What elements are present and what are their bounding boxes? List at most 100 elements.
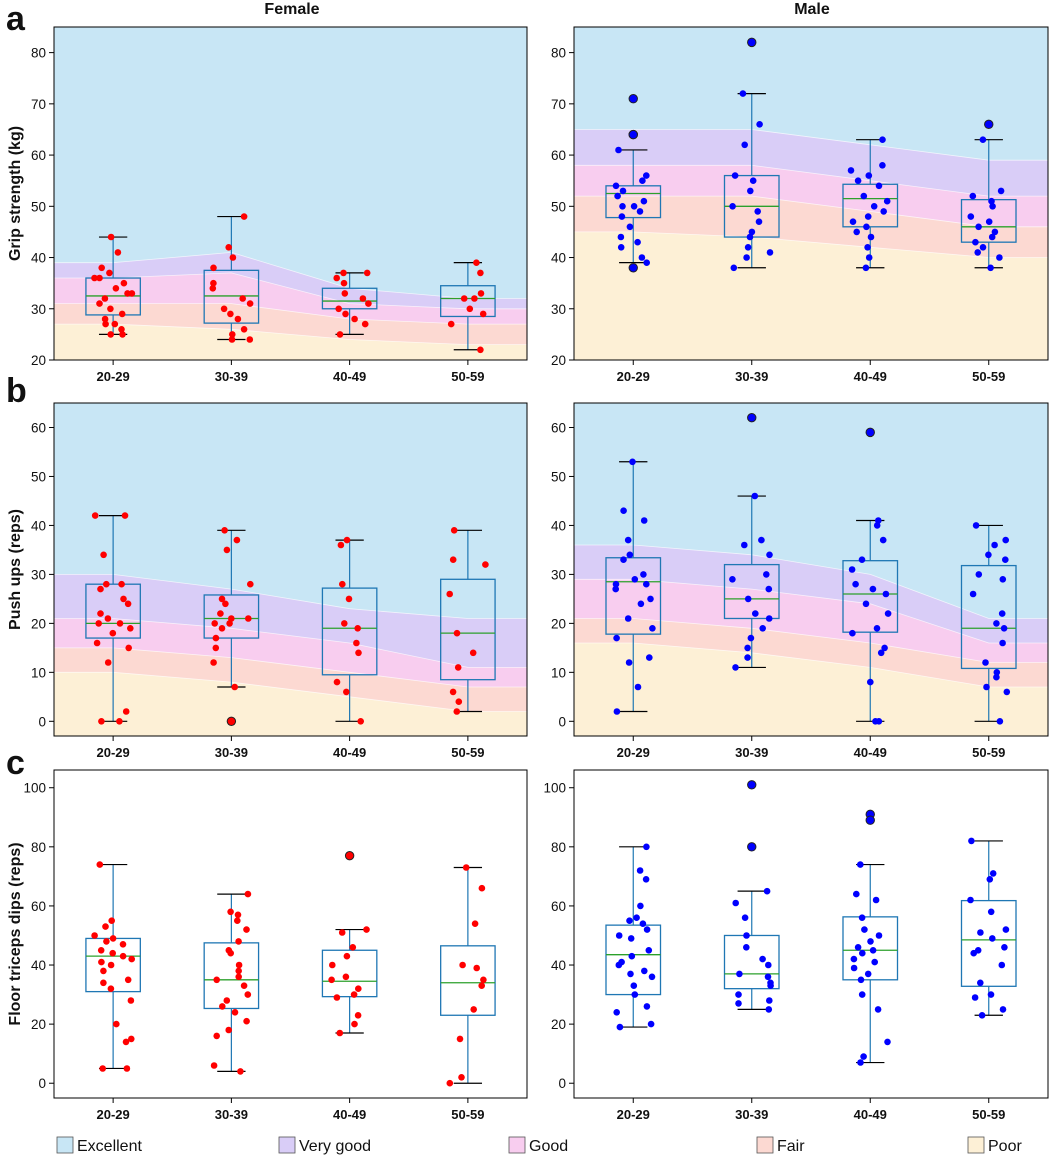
box-40-49 [842, 427, 899, 725]
data-point [624, 536, 632, 544]
data-point [987, 908, 995, 916]
data-point [853, 890, 860, 898]
data-point [240, 213, 248, 220]
data-point [643, 172, 650, 179]
outlier-point [747, 37, 757, 48]
data-point [109, 935, 117, 942]
data-point [615, 961, 623, 969]
data-point [231, 1009, 239, 1016]
data-point [361, 320, 369, 328]
plot-background [574, 770, 1048, 1098]
data-point [969, 590, 977, 598]
data-point [743, 944, 750, 951]
data-point [128, 1035, 135, 1043]
data-point [482, 561, 489, 568]
y-tick-label: 20 [551, 616, 566, 631]
data-point [616, 1023, 624, 1031]
data-point [869, 585, 877, 593]
data-point [617, 233, 625, 241]
data-point [1002, 926, 1010, 933]
box-iqr [321, 949, 378, 998]
data-point [743, 932, 750, 939]
y-tick-label: 50 [551, 199, 566, 214]
data-point [649, 625, 656, 632]
box-40-49 [842, 136, 899, 272]
data-point [743, 254, 750, 261]
outlier-point [747, 780, 757, 790]
box-iqr [842, 183, 899, 228]
data-point [218, 625, 226, 632]
data-point [972, 522, 980, 529]
data-point [857, 976, 865, 984]
data-point [996, 718, 1004, 725]
data-point [223, 546, 231, 554]
data-point [363, 269, 371, 277]
data-point [991, 228, 999, 236]
y-tick-label: 60 [31, 420, 46, 435]
band-edge [574, 129, 1048, 161]
data-point [627, 935, 635, 942]
box-iqr [203, 594, 260, 639]
data-point [111, 320, 119, 328]
legend: Excellent Very good Good Fair Poor [56, 1136, 1022, 1155]
box-20-29 [85, 861, 141, 1072]
box-iqr [440, 285, 496, 318]
panel-label-a: a [6, 0, 26, 38]
data-point [759, 955, 766, 963]
data-point [849, 629, 856, 637]
band-edge [574, 618, 1048, 663]
x-tick-label: 20-29 [617, 745, 650, 760]
data-point [119, 952, 127, 960]
y-axis-label: Grip strength (kg) [7, 126, 24, 261]
data-point [128, 290, 136, 297]
y-tick-label: 50 [31, 469, 46, 484]
data-point [859, 949, 866, 957]
data-point [643, 926, 651, 933]
data-point [340, 269, 347, 277]
data-point [453, 708, 461, 715]
data-point [620, 507, 627, 514]
data-point [646, 654, 653, 661]
data-point [729, 576, 736, 583]
band-poor [54, 672, 527, 736]
x-tick-label: 30-39 [735, 369, 768, 384]
box-iqr [321, 287, 378, 310]
data-point [210, 659, 217, 666]
data-point [979, 244, 987, 251]
data-point [620, 556, 627, 563]
data-point [449, 688, 457, 696]
data-point [227, 310, 234, 318]
data-point [755, 218, 763, 225]
data-point [338, 929, 346, 936]
data-point [614, 192, 621, 200]
y-tick-label: 20 [551, 1017, 566, 1032]
y-tick-label: 30 [551, 302, 566, 317]
data-point [749, 177, 757, 184]
data-point [341, 290, 349, 297]
data-point [766, 997, 773, 1004]
data-point [231, 683, 238, 691]
chart-panel-a-female: 20 30 40 50 60 70 80 20-29 30-39 40-49 50-59 Grip s… [7, 26, 528, 384]
y-tick-label: 80 [31, 840, 46, 855]
data-point [975, 571, 983, 578]
band-edge [574, 642, 1048, 688]
data-point [123, 1065, 131, 1072]
data-point [629, 458, 636, 466]
data-point [645, 947, 653, 954]
data-point [96, 300, 103, 307]
y-tick-label: 40 [31, 251, 46, 266]
legend-swatch [56, 1136, 74, 1154]
box-iqr [203, 942, 260, 1010]
data-point [993, 673, 1000, 681]
axes-frame [53, 769, 528, 1099]
data-point [329, 961, 336, 969]
data-point [233, 536, 241, 544]
data-point [626, 551, 634, 559]
data-point [612, 585, 619, 593]
charts: 20 30 40 50 60 70 80 20-29 30-39 40-49 50-59 Grip s… [7, 26, 1049, 1122]
box-iqr [605, 557, 662, 635]
data-point [459, 961, 466, 969]
data-point [100, 967, 107, 975]
x-tick-label: 40-49 [854, 1107, 887, 1122]
data-point [102, 923, 109, 930]
